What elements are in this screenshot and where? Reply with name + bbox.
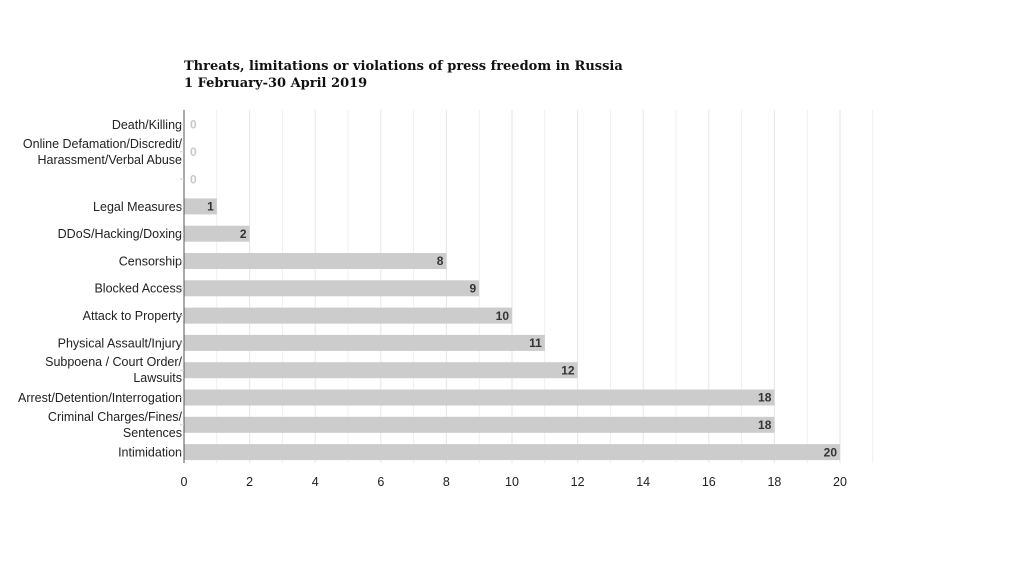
category-label: Death/Killing [112, 118, 182, 132]
value-label: 8 [437, 254, 444, 268]
chart-subtitle: 1 February-30 April 2019 [184, 76, 368, 91]
value-label: 0 [190, 145, 197, 159]
x-tick-label: 0 [181, 475, 188, 489]
bar [184, 225, 250, 242]
category-label: Attack to Property [83, 309, 183, 323]
category-label: Subpoena / Court Order/Lawsuits [45, 355, 182, 385]
value-label: 12 [561, 363, 575, 377]
bar [184, 334, 545, 351]
x-tick-label: 16 [702, 475, 716, 489]
bar [184, 416, 775, 433]
x-tick-label: 18 [767, 475, 781, 489]
value-label: 18 [758, 391, 772, 405]
x-tick-label: 2 [246, 475, 253, 489]
bar [184, 362, 578, 379]
bar [184, 444, 840, 461]
x-tick-label: 4 [312, 475, 319, 489]
value-label: 0 [190, 118, 197, 132]
value-label: 20 [824, 445, 838, 459]
bar [184, 198, 217, 215]
value-label: 2 [240, 227, 247, 241]
bar [184, 253, 447, 269]
category-label: Intimidation [118, 445, 182, 459]
value-label: 1 [207, 200, 214, 214]
category-label: Criminal Charges/Fines/Sentences [48, 410, 183, 440]
x-tick-label: 14 [636, 475, 650, 489]
category-label: Legal Measures [93, 200, 182, 214]
category-label: Blocked Access [94, 282, 182, 296]
bar [184, 280, 480, 297]
x-tick-label: 8 [443, 475, 450, 489]
x-tick-label: 12 [571, 475, 585, 489]
category-label: Online Defamation/Discredit/Harassment/V… [23, 137, 183, 167]
x-tick-label: 6 [377, 475, 384, 489]
category-label: Censorship [119, 254, 182, 268]
value-label: 18 [758, 418, 772, 432]
value-label: 11 [529, 336, 542, 350]
value-label: 0 [190, 172, 197, 186]
x-tick-label: 20 [833, 475, 847, 489]
category-label: Physical Assault/Injury [58, 336, 183, 350]
category-label: DDoS/Hacking/Doxing [58, 227, 182, 241]
x-tick-label: 10 [505, 475, 519, 489]
chart-title: Threats, limitations or violations of pr… [184, 59, 623, 74]
bar [184, 389, 775, 406]
value-label: 10 [496, 309, 510, 323]
bar [184, 307, 512, 324]
value-label: 9 [470, 282, 477, 296]
chart-title-block: Threats, limitations or violations of pr… [184, 58, 623, 92]
category-label: Arrest/Detention/Interrogation [18, 391, 182, 405]
